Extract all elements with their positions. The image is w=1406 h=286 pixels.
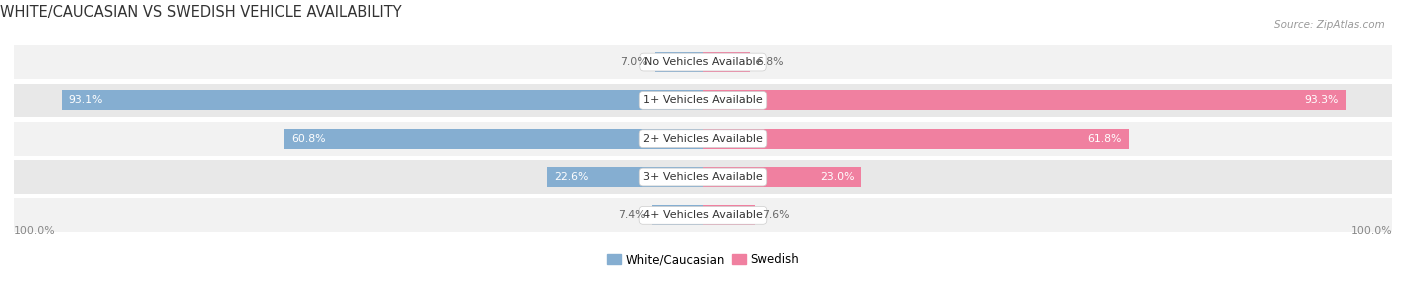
Text: 100.0%: 100.0%	[14, 227, 56, 237]
Bar	[14, 84, 1392, 117]
Text: WHITE/CAUCASIAN VS SWEDISH VEHICLE AVAILABILITY: WHITE/CAUCASIAN VS SWEDISH VEHICLE AVAIL…	[0, 5, 402, 20]
Text: 7.6%: 7.6%	[762, 210, 790, 220]
Bar	[703, 205, 755, 225]
Bar	[703, 52, 749, 72]
Bar	[284, 129, 703, 149]
Text: 23.0%: 23.0%	[820, 172, 855, 182]
Bar	[62, 90, 703, 110]
Text: 3+ Vehicles Available: 3+ Vehicles Available	[643, 172, 763, 182]
Text: 93.3%: 93.3%	[1305, 96, 1339, 105]
Bar	[547, 167, 703, 187]
Text: 93.1%: 93.1%	[69, 96, 103, 105]
Text: 6.8%: 6.8%	[756, 57, 785, 67]
Text: No Vehicles Available: No Vehicles Available	[644, 57, 762, 67]
Text: 100.0%: 100.0%	[1350, 227, 1392, 237]
Text: Source: ZipAtlas.com: Source: ZipAtlas.com	[1274, 20, 1385, 30]
Text: 60.8%: 60.8%	[291, 134, 326, 144]
Bar	[703, 90, 1346, 110]
Text: 4+ Vehicles Available: 4+ Vehicles Available	[643, 210, 763, 220]
Bar	[703, 129, 1129, 149]
Bar	[14, 198, 1392, 232]
Text: 61.8%: 61.8%	[1087, 134, 1122, 144]
Text: 2+ Vehicles Available: 2+ Vehicles Available	[643, 134, 763, 144]
Bar	[14, 45, 1392, 79]
Text: 7.0%: 7.0%	[620, 57, 648, 67]
Bar	[14, 160, 1392, 194]
Text: 1+ Vehicles Available: 1+ Vehicles Available	[643, 96, 763, 105]
Text: 7.4%: 7.4%	[617, 210, 645, 220]
Bar	[652, 205, 703, 225]
Legend: White/Caucasian, Swedish: White/Caucasian, Swedish	[602, 248, 804, 271]
Text: 22.6%: 22.6%	[554, 172, 589, 182]
Bar	[655, 52, 703, 72]
Bar	[703, 167, 862, 187]
Bar	[14, 122, 1392, 156]
